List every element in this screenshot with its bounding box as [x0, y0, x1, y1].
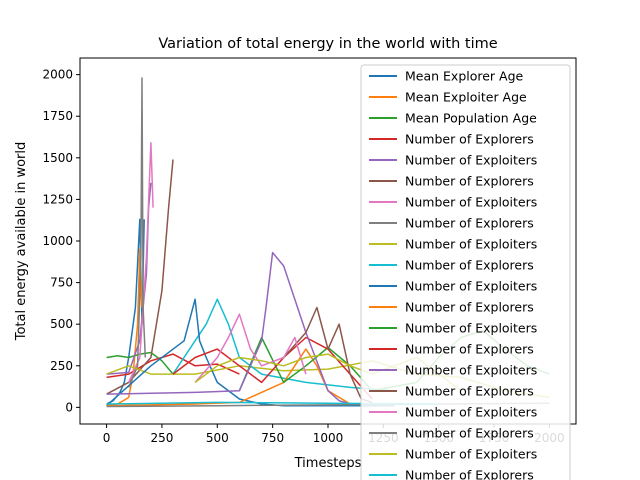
- legend-entry: Mean Population Age: [405, 111, 537, 126]
- y-tick-label: 1500: [42, 151, 73, 165]
- y-tick-label: 2000: [42, 68, 73, 82]
- y-axis-label: Total energy available in world: [14, 142, 29, 342]
- legend-entry: Number of Explorers: [405, 342, 534, 357]
- legend-entry: Mean Explorer Age: [405, 69, 524, 84]
- series-line-16: [283, 306, 373, 404]
- y-tick-label: 1250: [42, 192, 73, 206]
- legend-entry: Number of Exploiters: [405, 195, 537, 210]
- y-axis: 0 250 500 750 1000 1250 1500 1750 2000: [42, 68, 80, 414]
- y-tick-label: 1750: [42, 109, 73, 123]
- legend-entry: Number of Explorers: [405, 174, 534, 189]
- series-line-11: [106, 298, 395, 407]
- x-tick-label: 250: [150, 431, 173, 445]
- legend-entry: Number of Exploiters: [405, 279, 537, 294]
- chart-title: Variation of total energy in the world w…: [158, 36, 497, 52]
- legend-entry: Number of Exploiters: [405, 363, 537, 378]
- x-tick-label: 750: [261, 431, 284, 445]
- y-tick-label: 750: [50, 276, 73, 290]
- series-line-14: [172, 336, 373, 400]
- legend-entry: Number of Explorers: [405, 426, 534, 441]
- legend: Mean Explorer Age Mean Exploiter Age Mean …: [360, 64, 571, 480]
- legend-entry: Number of Explorers: [405, 132, 534, 147]
- legend-entry: Number of Exploiters: [405, 321, 537, 336]
- y-tick-label: 250: [50, 359, 73, 373]
- y-tick-label: 1000: [42, 234, 73, 248]
- series-line-6: [106, 159, 174, 395]
- legend-entry: Mean Exploiter Age: [405, 90, 527, 105]
- y-tick-label: 0: [65, 400, 73, 414]
- legend-entry: Number of Explorers: [405, 384, 534, 399]
- x-tick-label: 1000: [313, 431, 344, 445]
- x-tick-label: 500: [206, 431, 229, 445]
- x-tick-label: 0: [103, 431, 111, 445]
- legend-entry: Number of Exploiters: [405, 237, 537, 252]
- series-line-8: [128, 77, 147, 388]
- legend-entry: Number of Explorers: [405, 300, 534, 315]
- legend-entry: Number of Exploiters: [405, 153, 537, 168]
- series-line-15: [106, 251, 351, 405]
- legend-entry: Number of Explorers: [405, 258, 534, 273]
- series-line-7: [128, 142, 154, 383]
- legend-entry: Number of Exploiters: [405, 447, 537, 462]
- legend-entry: Number of Explorers: [405, 468, 534, 480]
- series-line-4: [106, 353, 240, 379]
- y-tick-label: 500: [50, 317, 73, 331]
- legend-entry: Number of Exploiters: [405, 405, 537, 420]
- legend-box: [360, 64, 571, 480]
- series-line-17: [194, 313, 307, 383]
- x-axis-label: Timesteps: [294, 456, 362, 471]
- series-line-10: [172, 298, 395, 392]
- legend-entry: Number of Explorers: [405, 216, 534, 231]
